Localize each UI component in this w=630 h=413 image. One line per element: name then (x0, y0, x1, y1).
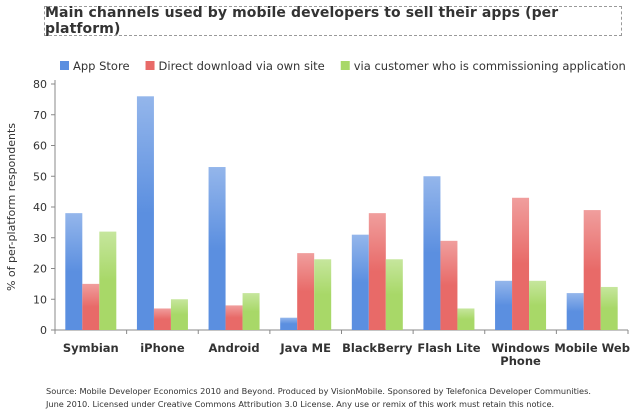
y-tick-label: 30 (33, 232, 47, 245)
x-tick-label: BlackBerry (342, 341, 413, 355)
bar-iphone-2 (153, 308, 171, 330)
bar-windows-phone-2 (512, 197, 530, 330)
y-tick-label: 70 (33, 109, 47, 122)
bar-flash-lite-3 (457, 308, 475, 330)
bar-blackberry-3 (385, 259, 403, 330)
legend-swatch-3 (340, 61, 350, 70)
legend-label-3: via customer who is commissioning applic… (354, 59, 626, 73)
y-tick-label: 50 (33, 170, 47, 183)
bar-java-me-2 (297, 253, 315, 330)
legend-label-1: App Store (73, 59, 130, 73)
bar-windows-phone-3 (529, 280, 547, 330)
bar-iphone-1 (136, 96, 154, 330)
bar-iphone-3 (170, 299, 188, 330)
x-tick-label: Flash Lite (417, 341, 480, 355)
chart-title: Main channels used by mobile developers … (45, 5, 559, 37)
chart-title-box: Main channels used by mobile developers … (44, 5, 622, 37)
bar-symbian-3 (99, 231, 117, 330)
y-tick-label: 80 (33, 78, 47, 91)
bar-symbian-2 (82, 283, 100, 330)
bar-android-1 (208, 167, 226, 330)
y-axis-label: % of per-platform respondents (5, 123, 18, 291)
legend-swatch-2 (145, 61, 155, 70)
y-tick-label: 40 (33, 201, 47, 214)
y-tick-label: 10 (33, 293, 47, 306)
bar-blackberry-2 (368, 213, 386, 330)
bar-mobile-web-3 (600, 286, 618, 330)
bar-blackberry-1 (351, 234, 369, 330)
bar-android-3 (242, 293, 260, 330)
x-tick-label: Java ME (279, 341, 331, 355)
x-tick-label-line: Phone (500, 354, 541, 368)
y-tick-label: 20 (33, 263, 47, 276)
x-tick-label: Mobile Web (554, 341, 630, 355)
bar-java-me-3 (314, 259, 332, 330)
bar-mobile-web-1 (566, 293, 584, 330)
footnote-line-1: Source: Mobile Developer Economics 2010 … (46, 386, 591, 396)
x-tick-label: Android (209, 341, 260, 355)
footnote-line-2: June 2010. Licensed under Creative Commo… (46, 399, 555, 409)
legend-label-2: Direct download via own site (159, 59, 325, 73)
bar-symbian-1 (65, 213, 83, 330)
x-tick-label: iPhone (140, 341, 185, 355)
bar-mobile-web-2 (583, 210, 601, 330)
bar-flash-lite-2 (440, 240, 458, 330)
y-tick-label: 0 (40, 324, 47, 337)
x-tick-label: Symbian (63, 341, 119, 355)
x-tick-label: Windows (491, 341, 550, 355)
legend-swatch-1 (60, 61, 69, 70)
bar-flash-lite-1 (423, 176, 441, 330)
y-tick-label: 60 (33, 140, 47, 153)
bar-android-2 (225, 305, 243, 330)
bar-java-me-1 (280, 317, 298, 330)
bar-windows-phone-1 (495, 280, 513, 330)
